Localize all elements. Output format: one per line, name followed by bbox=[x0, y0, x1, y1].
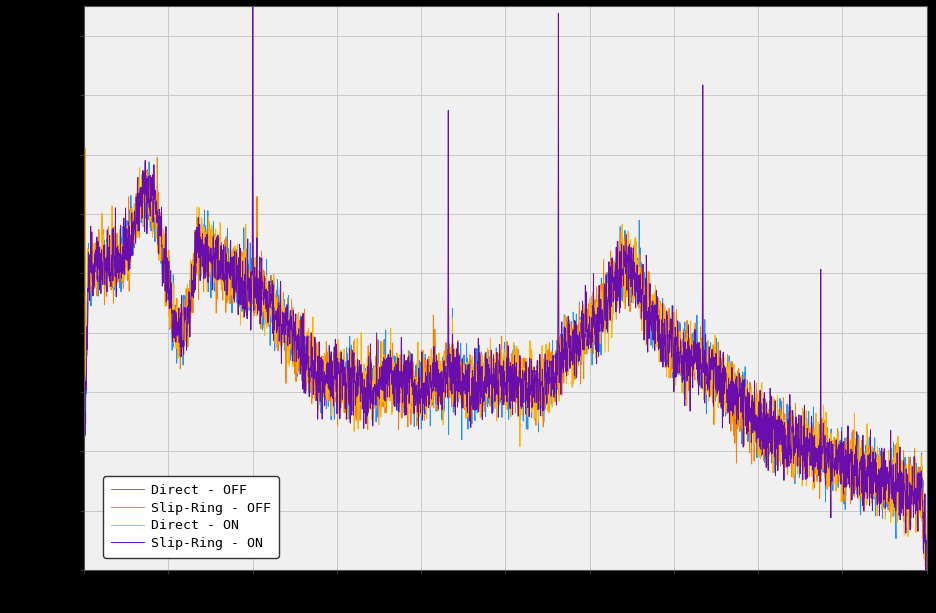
Direct - OFF bbox=[143, 158, 154, 166]
Slip-Ring - ON bbox=[175, 343, 186, 350]
Slip-Ring - OFF bbox=[814, 495, 826, 502]
Direct - ON bbox=[438, 350, 449, 357]
Direct - OFF bbox=[814, 457, 826, 464]
Direct - OFF bbox=[79, 444, 90, 451]
Slip-Ring - ON bbox=[814, 444, 826, 452]
Line: Slip-Ring - OFF: Slip-Ring - OFF bbox=[84, 158, 927, 575]
Direct - OFF bbox=[921, 535, 932, 542]
Slip-Ring - OFF bbox=[920, 571, 931, 579]
Slip-Ring - ON bbox=[438, 357, 449, 365]
Slip-Ring - OFF bbox=[438, 390, 449, 397]
Direct - ON bbox=[814, 465, 826, 472]
Slip-Ring - ON bbox=[402, 365, 413, 372]
Slip-Ring - ON bbox=[921, 539, 932, 547]
Direct - OFF bbox=[905, 454, 916, 461]
Direct - OFF bbox=[402, 374, 413, 381]
Line: Direct - ON: Direct - ON bbox=[84, 148, 927, 566]
Line: Slip-Ring - ON: Slip-Ring - ON bbox=[84, 0, 927, 575]
Line: Direct - OFF: Direct - OFF bbox=[84, 162, 927, 560]
Slip-Ring - OFF bbox=[79, 445, 90, 452]
Direct - ON bbox=[919, 563, 930, 570]
Direct - OFF bbox=[225, 274, 236, 281]
Slip-Ring - ON bbox=[920, 571, 931, 579]
Slip-Ring - OFF bbox=[402, 375, 413, 382]
Direct - ON bbox=[80, 144, 91, 151]
Direct - ON bbox=[905, 474, 916, 482]
Direct - ON bbox=[175, 327, 186, 334]
Legend: Direct - OFF, Slip-Ring - OFF, Direct - ON, Slip-Ring - ON: Direct - OFF, Slip-Ring - OFF, Direct - … bbox=[104, 476, 279, 558]
Slip-Ring - ON bbox=[225, 276, 236, 283]
Direct - ON bbox=[225, 265, 236, 272]
Direct - OFF bbox=[919, 556, 930, 563]
Direct - ON bbox=[79, 503, 90, 510]
Direct - OFF bbox=[175, 329, 186, 337]
Slip-Ring - OFF bbox=[225, 276, 236, 283]
Direct - ON bbox=[921, 560, 932, 567]
Slip-Ring - OFF bbox=[152, 154, 163, 161]
Direct - ON bbox=[402, 372, 413, 379]
Slip-Ring - OFF bbox=[175, 305, 186, 312]
Slip-Ring - OFF bbox=[921, 566, 932, 573]
Slip-Ring - ON bbox=[905, 497, 916, 504]
Slip-Ring - OFF bbox=[905, 490, 916, 498]
Slip-Ring - ON bbox=[79, 416, 90, 423]
Direct - OFF bbox=[438, 356, 449, 363]
